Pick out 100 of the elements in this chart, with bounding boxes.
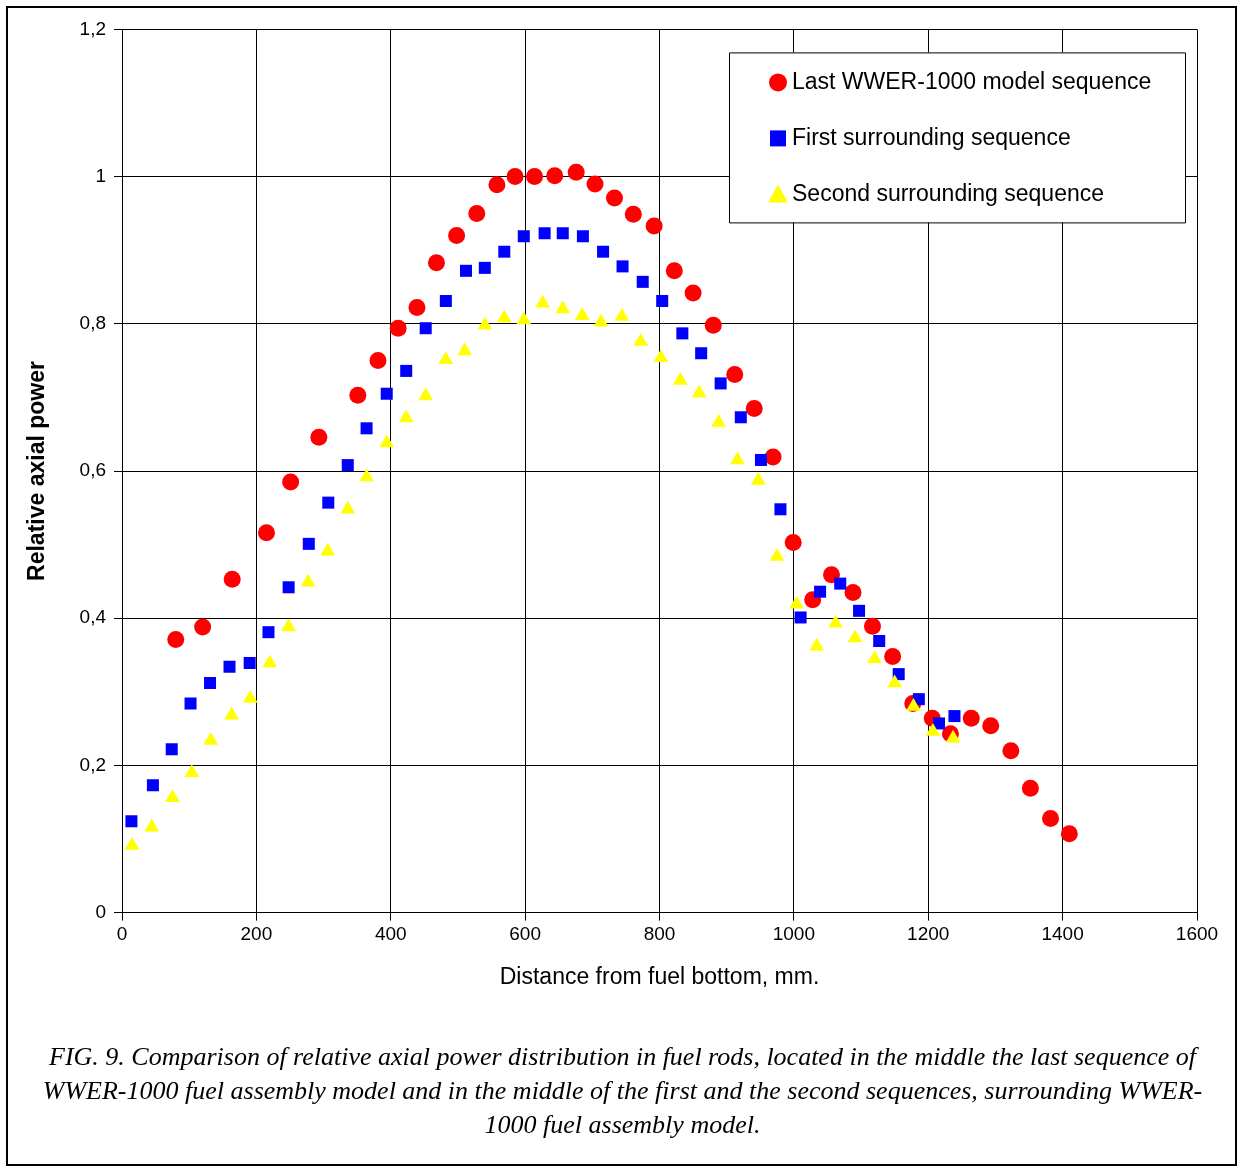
point bbox=[794, 611, 807, 624]
point bbox=[349, 386, 367, 404]
point bbox=[438, 351, 454, 365]
y-tick-label: 0,8 bbox=[79, 312, 107, 334]
x-tick-label: 0 bbox=[116, 923, 128, 945]
point bbox=[184, 764, 200, 778]
point bbox=[711, 413, 726, 427]
point bbox=[828, 614, 843, 628]
legend-label: Last WWER-1000 model sequence bbox=[792, 67, 1152, 94]
point bbox=[1021, 779, 1039, 797]
y-tick-label: 1 bbox=[95, 164, 107, 186]
point bbox=[538, 227, 551, 240]
point bbox=[165, 743, 178, 756]
point bbox=[488, 176, 506, 194]
point bbox=[282, 473, 300, 491]
point bbox=[427, 254, 445, 272]
point bbox=[419, 322, 432, 335]
point bbox=[242, 689, 258, 703]
point bbox=[282, 581, 295, 594]
point bbox=[730, 451, 745, 465]
point bbox=[468, 204, 486, 222]
point bbox=[457, 342, 473, 356]
point bbox=[517, 230, 530, 243]
point bbox=[341, 459, 354, 472]
x-tick-label: 1600 bbox=[1175, 923, 1219, 945]
point bbox=[369, 352, 387, 370]
caption: FIG. 9. Comparison of relative axial power distribution in fuel rods, located in the middle the last sequence of WWER-1000 fuel assembly model and in the middle of the first and the second sequences, surrounding WWER-1000 fuel assembly model. bbox=[41, 1041, 1204, 1141]
legend-label: Second surrounding sequence bbox=[792, 179, 1105, 206]
point bbox=[262, 654, 278, 668]
point bbox=[516, 311, 532, 325]
point bbox=[945, 729, 961, 743]
point bbox=[389, 319, 407, 337]
point bbox=[962, 709, 980, 727]
x-tick-label: 400 bbox=[374, 923, 407, 945]
point bbox=[695, 347, 708, 360]
point bbox=[125, 815, 138, 828]
point bbox=[873, 635, 886, 648]
point bbox=[847, 629, 863, 643]
point bbox=[194, 618, 212, 636]
point bbox=[535, 294, 550, 308]
point bbox=[593, 313, 609, 327]
point bbox=[360, 422, 373, 435]
point bbox=[784, 533, 802, 551]
point bbox=[400, 364, 413, 377]
point bbox=[754, 453, 767, 466]
point bbox=[853, 604, 866, 617]
point bbox=[165, 789, 180, 803]
y-tick-label: 0,4 bbox=[79, 606, 107, 628]
point bbox=[774, 503, 787, 516]
point bbox=[769, 547, 785, 561]
x-tick-label: 1000 bbox=[772, 923, 816, 945]
point bbox=[506, 168, 524, 186]
point bbox=[665, 262, 683, 280]
point bbox=[614, 307, 630, 321]
point bbox=[418, 387, 434, 401]
y-tick-label: 0,6 bbox=[79, 459, 107, 481]
point bbox=[302, 537, 315, 550]
point bbox=[408, 299, 426, 317]
point bbox=[223, 660, 236, 673]
point bbox=[672, 371, 688, 385]
point bbox=[379, 434, 395, 448]
point bbox=[714, 377, 727, 390]
point bbox=[704, 316, 722, 334]
point bbox=[439, 294, 452, 307]
point bbox=[526, 168, 544, 186]
point bbox=[586, 175, 604, 193]
x-tick-label: 1200 bbox=[907, 923, 950, 945]
point bbox=[310, 428, 328, 446]
point bbox=[146, 779, 159, 792]
point bbox=[1002, 742, 1020, 760]
point bbox=[597, 245, 610, 258]
point bbox=[478, 261, 491, 274]
point bbox=[867, 650, 882, 663]
y-tick-label: 0,2 bbox=[79, 753, 107, 775]
x-tick-label: 800 bbox=[643, 923, 676, 945]
point bbox=[204, 676, 217, 689]
point bbox=[645, 217, 663, 235]
point bbox=[734, 411, 747, 424]
point bbox=[203, 731, 219, 745]
point bbox=[167, 631, 185, 649]
point bbox=[925, 723, 941, 736]
point bbox=[398, 409, 414, 423]
point bbox=[823, 566, 840, 584]
point bbox=[887, 674, 903, 688]
point bbox=[844, 583, 862, 601]
point bbox=[262, 626, 275, 639]
point bbox=[750, 472, 766, 485]
point bbox=[726, 366, 744, 384]
point bbox=[656, 294, 669, 307]
y-tick-label: 0 bbox=[95, 900, 107, 922]
point bbox=[863, 617, 881, 635]
point bbox=[653, 349, 669, 362]
point bbox=[884, 647, 902, 665]
point bbox=[320, 542, 335, 556]
point bbox=[636, 275, 649, 288]
legend-label: First surrounding sequence bbox=[792, 123, 1071, 150]
point bbox=[184, 697, 197, 710]
point bbox=[1042, 809, 1060, 827]
point bbox=[477, 316, 493, 330]
point bbox=[576, 230, 589, 243]
